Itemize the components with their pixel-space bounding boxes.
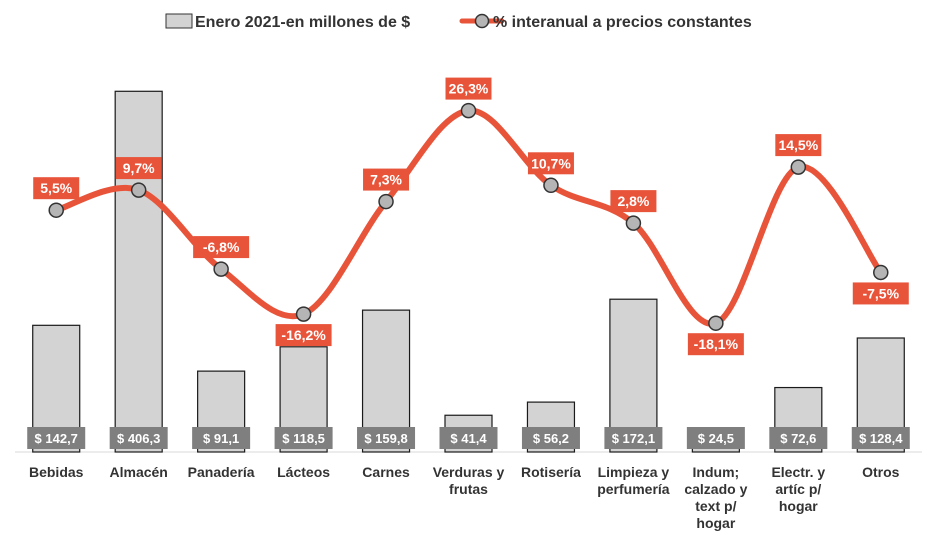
line-value-label: -16,2% [281,327,326,343]
bar-value-label: $ 72,6 [780,431,816,446]
bar-value-label-box [521,427,580,449]
bar-value-label-box [604,427,663,449]
line-value-label-box [687,333,744,356]
line-point [790,159,807,175]
category-label-line: Limpieza y [598,464,670,480]
line-point [48,202,64,218]
line-value-label-box [527,152,574,175]
bar-labels-layer: $ 142,7 $ 406,3 $ 91,1 $ 118,5 $ 159,8 $ 41,4… [27,427,910,449]
category-label-line: artíc p/ [775,481,821,497]
category-label-line: Almacén [110,464,168,480]
bar-value-label: $ 172,1 [612,431,655,446]
line-point [295,306,312,322]
line-value-label-box [445,77,492,100]
line-point [873,264,889,281]
category-label: Otros [862,464,900,480]
line-value-label: 14,5% [778,137,818,153]
category-label: Almacén [110,464,168,480]
bar-value-label: $ 128,4 [859,431,903,446]
category-label-line: calzado y [684,481,747,497]
category-label-line: text p/ [695,498,736,514]
line-value-label: 10,7% [531,155,571,171]
bar-value-label: $ 56,2 [533,431,569,446]
legend-line-label: % interanual a precios constantes [493,14,752,31]
category-label: Electr. y artíc p/hogar [771,464,825,514]
bar-value-label-box [274,427,333,449]
category-label: Lácteos [277,464,330,480]
line-value-label-box [852,282,909,305]
line-point [543,177,559,194]
line-value-label-box [275,324,332,347]
category-label-line: Bebidas [29,464,84,480]
category-label-line: Panadería [188,464,255,480]
bar [114,90,163,453]
line-value-label-box [33,177,80,200]
bar-value-label: $ 41,4 [450,431,487,446]
bar-value-label: $ 24,5 [698,431,734,446]
category-label-line: Indum; [693,464,740,480]
line-point [460,102,477,119]
category-label: Carnes [362,464,410,480]
series-line [53,107,884,327]
category-label: Verduras y frutas [433,464,505,497]
bar-value-label-box [192,427,251,449]
pct-labels-layer: 5,5% 9,7% -6,8% -16,2% 7,3% 26,3% 10,7% 2,8% -18… [33,77,909,356]
category-label-line: frutas [449,481,488,497]
bar-value-label-box [851,427,910,449]
line-point [708,315,724,331]
line-value-label: 5,5% [40,180,72,196]
line-value-label-box [775,134,822,157]
category-label-line: Electr. y [771,464,825,480]
legend-bar-label: Enero 2021-en millones de $ [195,14,410,31]
category-label: Limpieza y perfumería [597,464,670,497]
bar-value-label-box [769,427,828,449]
category-label: Bebidas [29,464,84,480]
category-label-line: perfumería [597,481,670,497]
bar-value-label-box [686,427,745,449]
line-value-label: 7,3% [370,172,402,188]
category-label-line: Lácteos [277,464,330,480]
line-layer [48,102,889,331]
line-value-label: -7,5% [862,285,899,301]
line-value-label-box [363,168,410,191]
line-value-label: -6,8% [203,239,240,255]
bar-value-label-box [357,427,416,449]
bar-value-label: $ 406,3 [117,431,160,446]
bar-value-label-box [27,427,86,449]
line-value-label: 9,7% [123,160,155,176]
line-value-label: 26,3% [449,81,489,97]
category-labels-layer: Bebidas Almacén Panadería Lácteos Carnes Verd… [29,464,900,531]
category-label: Indum; calzado y text p/hogar [684,464,747,531]
line-point [378,193,394,210]
line-point [625,215,642,231]
bar-value-label-box [109,427,168,449]
category-label-line: Verduras y [433,464,505,480]
category-label-line: Rotisería [521,464,581,480]
line-value-label: -18,1% [694,336,739,352]
category-label-line: hogar [696,515,735,531]
bar-value-label: $ 159,8 [364,431,407,446]
line-value-label-box [193,236,250,259]
line-point [213,261,229,277]
category-label-line: hogar [779,498,818,514]
legend-line-marker [474,13,490,29]
bar [609,298,658,453]
bar-value-label: $ 142,7 [35,431,78,446]
bar-value-label: $ 91,1 [203,431,239,446]
bar-value-label-box [439,427,498,449]
legend: Enero 2021-en millones de $ % interanual… [165,13,752,31]
bars-layer [32,90,905,453]
bar-value-label: $ 118,5 [282,431,325,446]
line-value-label-box [610,190,657,213]
category-label: Panadería [188,464,255,480]
line-value-label: 2,8% [617,193,649,209]
legend-bar-swatch [165,13,193,29]
category-label: Rotisería [521,464,581,480]
category-label-line: Otros [862,464,900,480]
line-point [130,182,147,198]
category-label-line: Carnes [362,464,410,480]
line-value-label-box [115,157,162,180]
